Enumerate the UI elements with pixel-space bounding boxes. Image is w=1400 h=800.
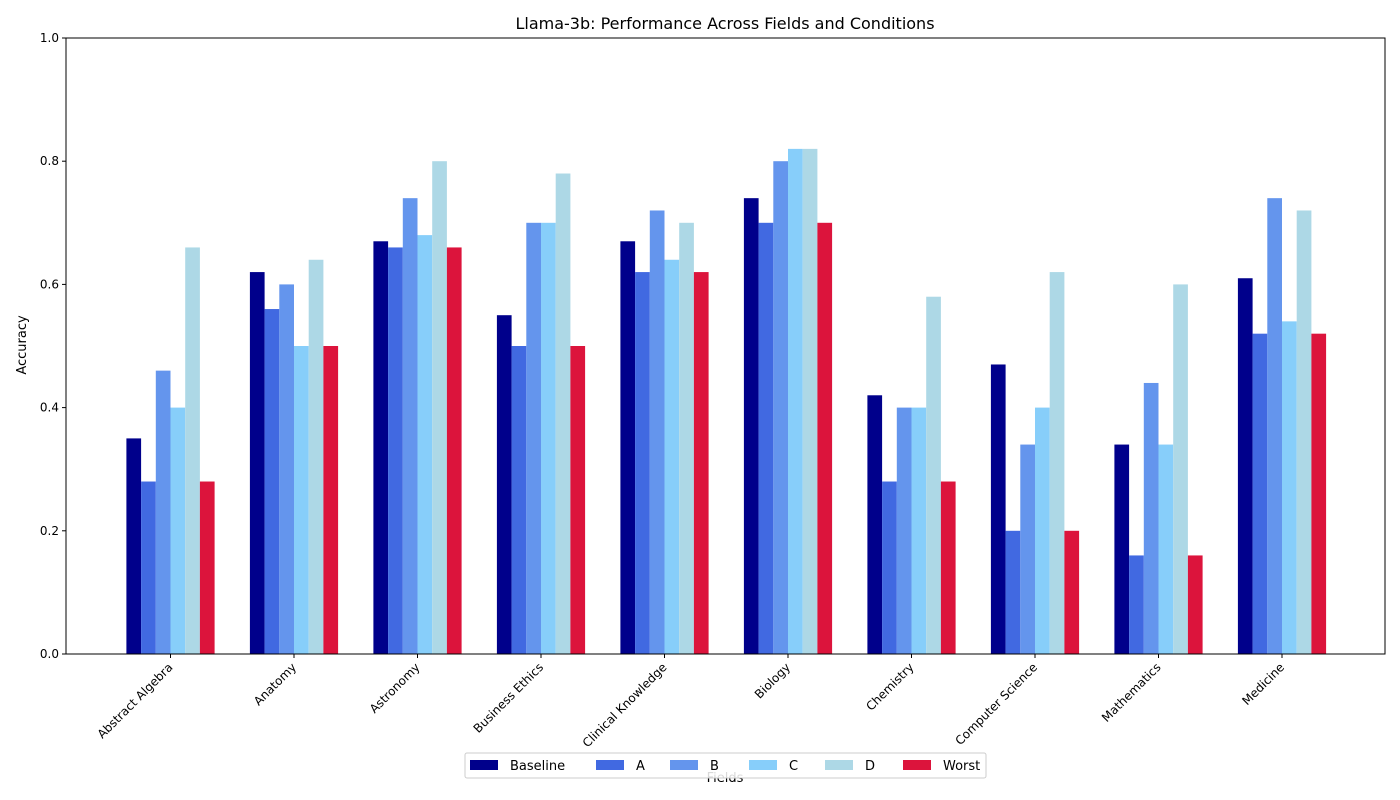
x-axis: Abstract Algebra Anatomy Astronomy Business… (95, 654, 1287, 750)
bar-baseline-1 (249, 272, 265, 654)
bar-a-7 (1005, 530, 1021, 654)
bar-b-0 (155, 370, 171, 654)
legend-swatch-worst (903, 760, 931, 770)
bar-a-1 (264, 309, 280, 654)
bar-c-3 (541, 222, 556, 655)
bar-b-4 (649, 210, 665, 655)
bar-d-1 (308, 259, 324, 654)
bar-worst-4 (693, 272, 709, 654)
y-axis: 0.0 0.2 0.4 0.6 0.8 1.0 (40, 31, 66, 661)
bar-worst-0 (199, 481, 215, 654)
bar-a-5 (758, 222, 774, 655)
bar-d-8 (1173, 284, 1188, 654)
bar-baseline-4 (620, 241, 636, 654)
x-tick-label: Computer Science (952, 660, 1040, 748)
bar-d-7 (1049, 272, 1065, 654)
bar-baseline-6 (867, 395, 883, 654)
x-tick-label: Clinical Knowledge (580, 660, 670, 750)
bar-a-3 (511, 346, 527, 654)
bar-baseline-8 (1114, 444, 1130, 654)
bar-c-7 (1035, 407, 1050, 654)
bar-b-6 (896, 407, 912, 654)
bar-c-0 (170, 407, 186, 654)
x-tick-label: Chemistry (863, 660, 916, 713)
bar-worst-8 (1187, 555, 1203, 654)
x-tick-label: Biology (752, 660, 793, 701)
bar-worst-7 (1064, 530, 1080, 654)
bar-c-4 (664, 259, 680, 654)
legend-label-a: A (636, 759, 645, 774)
bar-a-9 (1252, 333, 1268, 654)
legend-swatch-baseline (470, 760, 498, 770)
bar-c-5 (788, 148, 803, 654)
bar-worst-6 (940, 481, 956, 654)
bar-a-4 (635, 272, 650, 654)
bar-a-2 (388, 247, 403, 654)
bar-a-0 (141, 481, 156, 654)
x-tick-label: Medicine (1239, 660, 1287, 708)
plot-frame (65, 37, 1386, 655)
bar-d-0 (185, 247, 200, 654)
bar-d-6 (926, 296, 941, 654)
bar-d-5 (802, 148, 818, 654)
bar-a-8 (1129, 555, 1144, 654)
x-tick-label: Astronomy (367, 660, 423, 716)
bar-b-5 (773, 161, 788, 654)
legend-label-baseline: Baseline (510, 759, 565, 774)
bar-worst-5 (817, 222, 833, 655)
bar-a-6 (882, 481, 897, 654)
legend-label-b: B (710, 759, 719, 774)
bar-d-4 (679, 222, 694, 655)
y-tick-label: 0.4 (40, 401, 59, 415)
bar-c-8 (1158, 444, 1174, 654)
legend-label-c: C (789, 759, 798, 774)
chart-title: Llama-3b: Performance Across Fields and … (515, 14, 934, 33)
x-tick-label: Mathematics (1099, 660, 1164, 725)
bar-c-2 (417, 235, 433, 654)
legend: Baseline A B C D Worst (464, 752, 987, 779)
bar-baseline-0 (126, 438, 142, 654)
legend-swatch-b (670, 760, 698, 770)
bar-worst-1 (323, 346, 339, 654)
bars-group (126, 148, 1327, 655)
bar-c-1 (294, 346, 309, 654)
bar-d-2 (432, 161, 447, 654)
legend-label-worst: Worst (943, 759, 980, 774)
y-tick-label: 0.0 (40, 647, 59, 661)
bar-b-3 (526, 222, 541, 655)
bar-b-7 (1020, 444, 1035, 654)
bar-b-9 (1267, 198, 1282, 654)
legend-swatch-c (749, 760, 777, 770)
y-tick-label: 1.0 (40, 31, 59, 45)
legend-swatch-d (825, 760, 853, 770)
bar-c-9 (1282, 321, 1297, 654)
bar-worst-3 (570, 346, 586, 654)
bar-worst-2 (446, 247, 462, 654)
bar-d-9 (1296, 210, 1312, 655)
bar-d-3 (555, 173, 571, 654)
bar-c-6 (911, 407, 927, 654)
y-tick-label: 0.2 (40, 524, 59, 538)
x-tick-label: Anatomy (251, 660, 299, 708)
bar-baseline-2 (373, 241, 389, 654)
bar-baseline-5 (743, 198, 759, 654)
legend-label-d: D (865, 759, 875, 774)
bar-worst-9 (1311, 333, 1327, 654)
y-axis-title: Accuracy (15, 315, 30, 375)
bar-baseline-7 (990, 364, 1006, 654)
legend-box (464, 752, 987, 779)
x-tick-label: Business Ethics (471, 660, 547, 736)
y-tick-label: 0.8 (40, 154, 59, 168)
y-tick-label: 0.6 (40, 277, 59, 291)
x-tick-label: Abstract Algebra (95, 660, 176, 741)
bar-baseline-3 (496, 315, 512, 654)
bar-baseline-9 (1237, 278, 1253, 654)
legend-swatch-a (596, 760, 624, 770)
bar-b-8 (1143, 382, 1159, 654)
bar-b-1 (279, 284, 294, 654)
bar-b-2 (402, 198, 418, 654)
